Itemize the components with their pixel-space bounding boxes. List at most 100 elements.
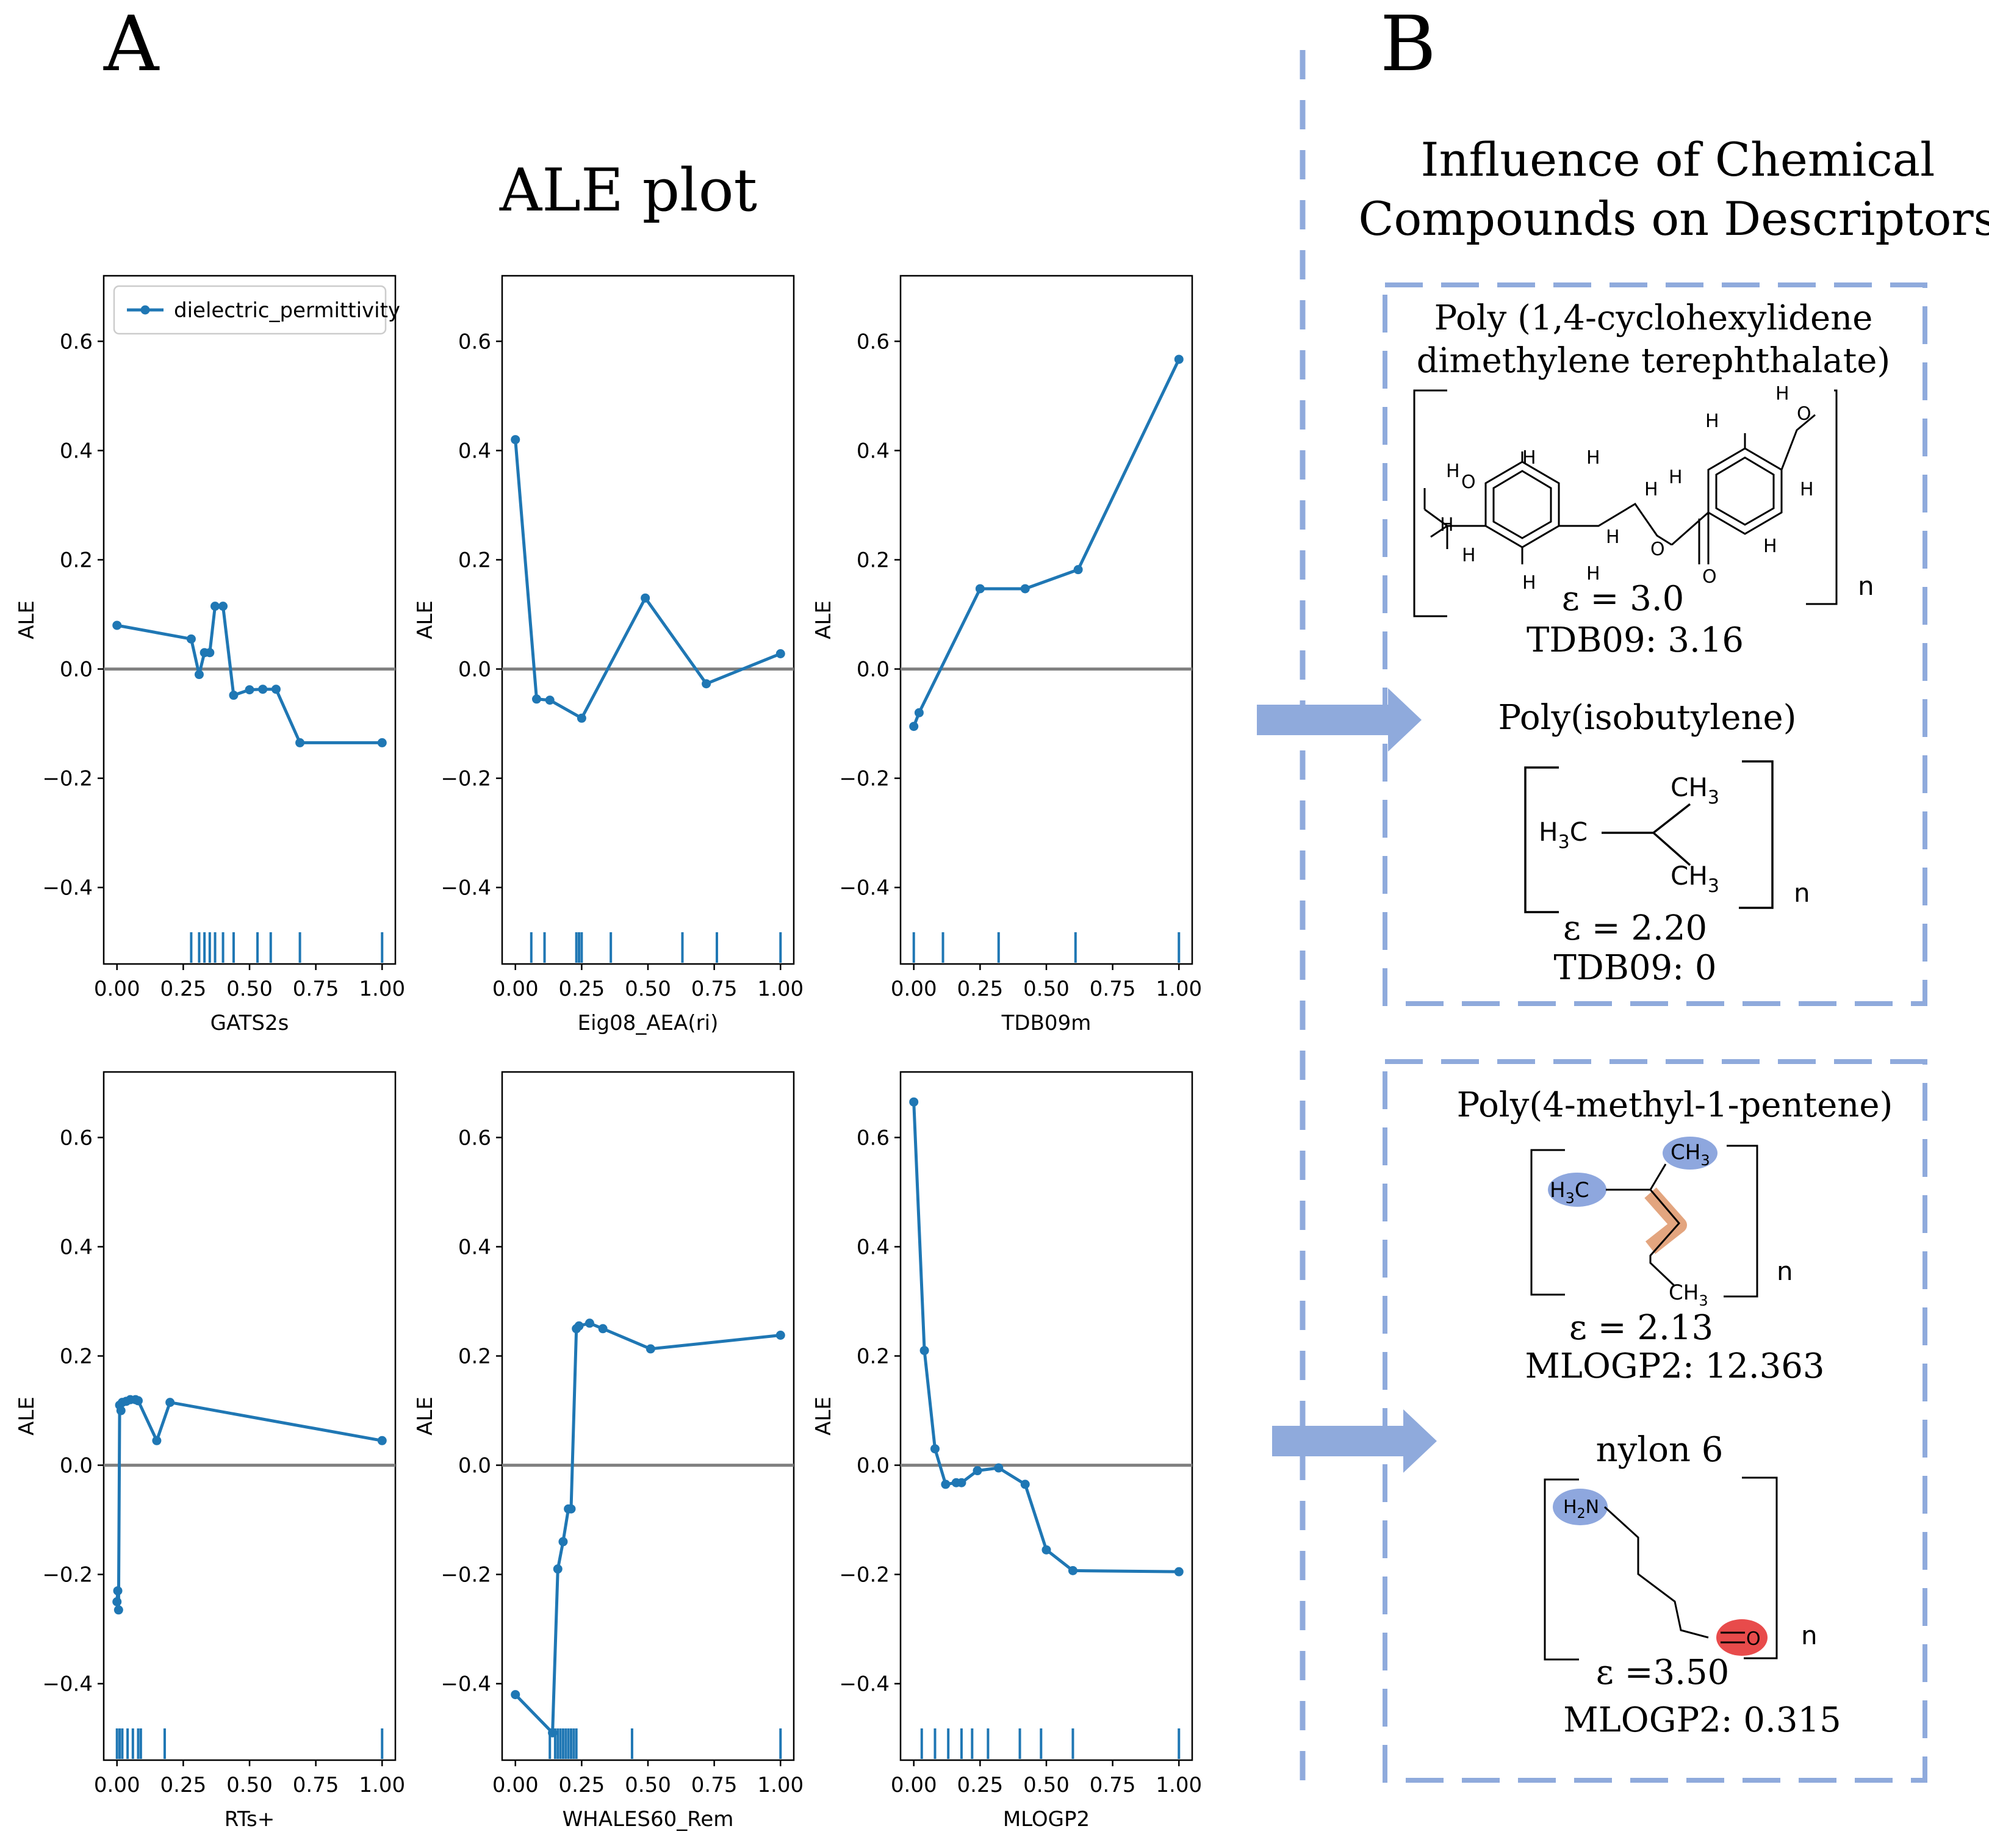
atom-label: O — [1797, 403, 1811, 425]
data-point — [218, 602, 228, 611]
ale-chart-1: 0.6 0.4 0.2 0.0 −0.2 −0.4 0.00 0.25 0.50 0.75 1.00… — [15, 275, 405, 1035]
data-point — [914, 708, 924, 717]
x-tick-label: 0.00 — [492, 1773, 539, 1797]
atom-label: H — [1539, 817, 1558, 847]
plot-frame — [501, 275, 795, 965]
x-axis-label: RTs+ — [225, 1807, 275, 1832]
atom-label: CH — [1671, 772, 1708, 802]
y-tick-label: 0.2 — [60, 548, 93, 573]
data-point — [545, 696, 555, 705]
data-point — [919, 1346, 929, 1356]
y-axis-label: ALE — [811, 1397, 836, 1436]
x-tick-label: 0.50 — [625, 1773, 671, 1797]
ale-chart-5: 0.6 0.4 0.2 0.0 −0.2 −0.4 0.00 0.25 0.50 0.75 1.00… — [413, 1071, 804, 1832]
x-axis-label: Eig08_AEA(ri) — [578, 1011, 719, 1035]
methyl-left: H3C — [1539, 817, 1588, 853]
y-tick-label: 0.6 — [857, 329, 890, 354]
x-tick-label: 0.00 — [94, 977, 140, 1001]
x-tick-label: 0.50 — [226, 1773, 273, 1797]
x-tick-label: 1.00 — [1156, 977, 1202, 1001]
y-tick-label: −0.2 — [839, 1563, 890, 1587]
series-line — [912, 1102, 1179, 1573]
methyl-left: H3C — [1550, 1178, 1589, 1207]
atom-subscript: 3 — [1566, 1190, 1575, 1207]
influence-title-line2: Compounds on Descriptors — [1358, 192, 1989, 246]
y-tick-label: −0.4 — [42, 1672, 93, 1697]
x-tick-label: 1.00 — [359, 1773, 405, 1797]
atom-label: H — [1669, 467, 1683, 488]
y-tick-label: −0.4 — [839, 1672, 890, 1697]
y-axis-label: ALE — [413, 1397, 437, 1436]
arrow-lower — [1272, 1409, 1437, 1473]
data-point — [973, 1466, 982, 1476]
data-point — [598, 1324, 608, 1334]
data-point — [186, 634, 196, 644]
data-point — [548, 1728, 558, 1738]
ale-plot-title: ALE plot — [499, 156, 757, 225]
y-tick-label: 0.0 — [857, 658, 890, 682]
x-tick-label: 0.50 — [1023, 977, 1070, 1001]
atom-label: H — [1522, 447, 1536, 469]
y-tick-label: 0.2 — [458, 1345, 491, 1369]
atom-label: O — [1461, 472, 1476, 493]
data-point — [511, 1690, 520, 1700]
data-point — [112, 1597, 122, 1606]
highlight-h3c — [1548, 1173, 1606, 1207]
compound-4-permittivity: ε =3.50 — [1596, 1653, 1729, 1692]
data-point — [1020, 584, 1030, 594]
atom-label: CH — [1671, 1140, 1700, 1165]
data-point — [1174, 354, 1184, 364]
data-point — [584, 1318, 594, 1328]
atom-label: CH — [1671, 861, 1708, 891]
data-point — [113, 1586, 123, 1595]
y-tick-label: 0.6 — [857, 1126, 890, 1150]
y-tick-label: 0.4 — [857, 439, 890, 463]
atom-label: H — [1440, 514, 1454, 536]
x-axis-label: WHALES60_Rem — [563, 1807, 734, 1832]
data-point — [566, 1504, 576, 1514]
atom-label: H — [1586, 447, 1600, 469]
y-tick-label: 0.4 — [458, 1235, 491, 1259]
compound-2-name: Poly(isobutylene) — [1498, 698, 1796, 738]
plot-frame — [501, 1071, 795, 1761]
y-tick-label: −0.2 — [441, 767, 491, 791]
atom-label: H — [1763, 536, 1777, 557]
atom-subscript: 3 — [1708, 875, 1719, 897]
y-tick-label: 0.0 — [60, 1454, 93, 1478]
data-point — [1020, 1479, 1030, 1489]
data-point — [574, 1321, 584, 1331]
series-line — [514, 1321, 781, 1735]
y-axis-label: ALE — [15, 600, 39, 639]
atom-label: H — [1550, 1178, 1566, 1203]
highlight-amine — [1553, 1489, 1608, 1525]
data-point — [152, 1436, 162, 1445]
y-tick-label: −0.2 — [42, 1563, 93, 1587]
compound-1: Poly (1,4-cyclohexylidene dimethylene te… — [1413, 298, 1890, 660]
x-tick-label: 0.75 — [1090, 1773, 1136, 1797]
plot-frame — [103, 275, 397, 965]
data-point — [245, 685, 254, 695]
x-tick-label: 0.75 — [293, 977, 339, 1001]
atom-subscript: 3 — [1700, 1152, 1710, 1169]
data-point — [553, 1564, 563, 1574]
data-point — [1174, 1567, 1184, 1577]
data-point — [511, 435, 520, 445]
plot-frame — [899, 1071, 1193, 1761]
atom-label: N — [1586, 1497, 1599, 1518]
plot-frame — [899, 275, 1193, 965]
data-point — [210, 602, 220, 611]
atom-label: C — [1570, 817, 1588, 847]
data-point — [994, 1463, 1004, 1473]
compound-2-descriptor: TDB09: 0 — [1554, 948, 1717, 988]
y-axis-label: ALE — [413, 600, 437, 639]
atom-subscript: 3 — [1699, 1292, 1708, 1309]
x-tick-label: 0.25 — [559, 1773, 605, 1797]
y-axis-label: ALE — [15, 1397, 39, 1436]
compound-3-repeat-n: n — [1777, 1256, 1793, 1286]
data-point — [775, 649, 785, 659]
y-tick-label: 0.6 — [60, 329, 93, 354]
y-tick-label: 0.6 — [458, 329, 491, 354]
series-line — [115, 1398, 383, 1612]
compound-4-structure — [1544, 1476, 1778, 1661]
x-axis-label: TDB09m — [1001, 1011, 1092, 1035]
